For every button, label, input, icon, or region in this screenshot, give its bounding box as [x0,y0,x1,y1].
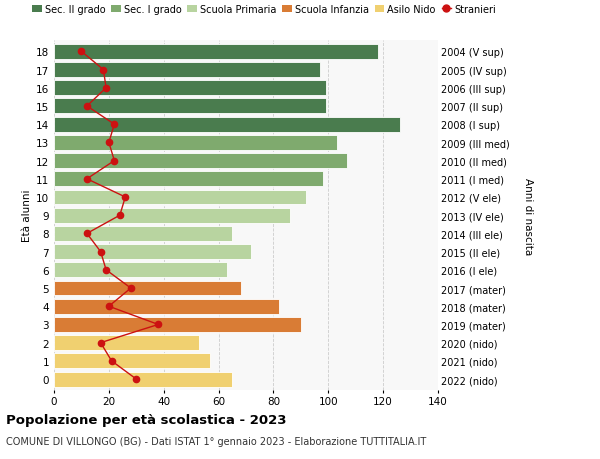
Bar [54,172,323,187]
Y-axis label: Età alunni: Età alunni [22,190,32,242]
Bar [54,154,347,168]
Text: COMUNE DI VILLONGO (BG) - Dati ISTAT 1° gennaio 2023 - Elaborazione TUTTITALIA.I: COMUNE DI VILLONGO (BG) - Dati ISTAT 1° … [6,436,426,446]
Bar [54,208,290,223]
Bar [54,317,301,332]
Bar [54,81,326,96]
Bar [54,299,279,314]
Bar [54,372,232,386]
Text: Popolazione per età scolastica - 2023: Popolazione per età scolastica - 2023 [6,413,287,426]
Bar [54,226,232,241]
Bar [54,281,241,296]
Bar [54,45,377,60]
Bar [54,336,199,350]
Bar [54,99,326,114]
Bar [54,190,307,205]
Bar [54,63,320,78]
Bar [54,135,337,151]
Bar [54,263,227,278]
Bar [54,118,400,132]
Bar [54,353,211,369]
Y-axis label: Anni di nascita: Anni di nascita [523,177,533,254]
Bar [54,245,251,259]
Legend: Sec. II grado, Sec. I grado, Scuola Primaria, Scuola Infanzia, Asilo Nido, Stran: Sec. II grado, Sec. I grado, Scuola Prim… [28,1,500,18]
